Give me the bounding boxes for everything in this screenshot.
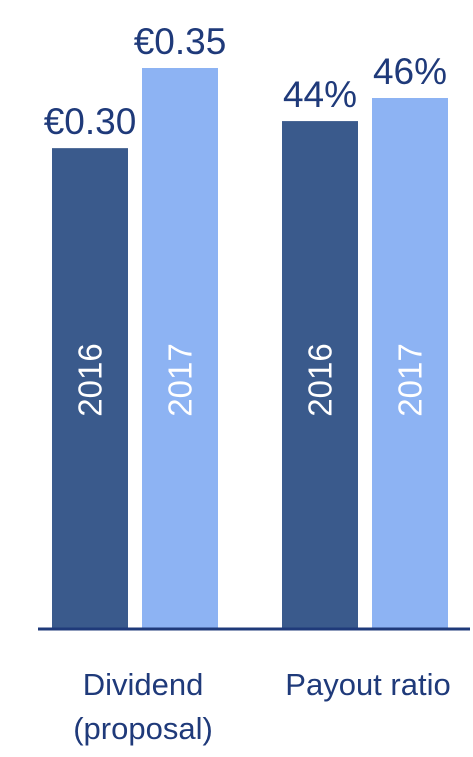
category-label-line: Dividend — [83, 667, 204, 702]
bars-layer: €0.30 2016 €0.35 2017 44% 2016 46% 2017 — [44, 21, 448, 629]
bar-0-2016 — [52, 148, 128, 629]
bar-year-label: 2016 — [302, 343, 339, 416]
category-label-line: Payout ratio — [285, 667, 450, 702]
bar-1-2017 — [372, 98, 448, 629]
bar-0-2017 — [142, 68, 218, 629]
bar-value-label: 46% — [373, 51, 447, 92]
bar-value-label: €0.35 — [134, 21, 227, 62]
bar-year-label: 2017 — [392, 343, 429, 416]
bar-1-2016 — [282, 121, 358, 629]
bar-value-label: 44% — [283, 74, 357, 115]
bar-value-label: €0.30 — [44, 101, 137, 142]
category-labels-layer: Dividend (proposal) Payout ratio — [73, 667, 451, 746]
category-label-line: (proposal) — [73, 711, 213, 746]
bar-year-label: 2016 — [72, 343, 109, 416]
bar-year-label: 2017 — [162, 343, 199, 416]
